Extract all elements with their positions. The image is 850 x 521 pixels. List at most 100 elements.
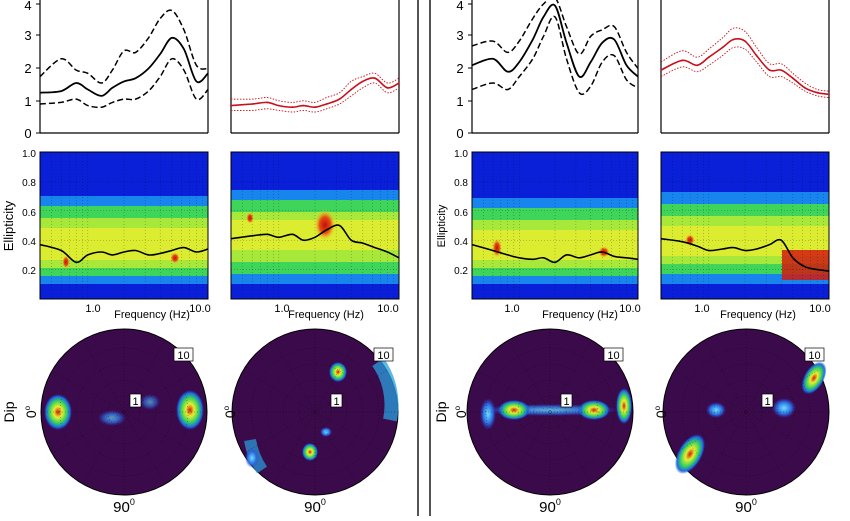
hvsr-mean-point xyxy=(373,77,376,80)
ell-ytick: 0.6 xyxy=(22,208,36,219)
ring-label-box xyxy=(129,393,142,408)
hvsr-ytick: 4 xyxy=(456,0,463,13)
dip-label: Dip xyxy=(433,401,449,422)
ellipticity-curve-a-right xyxy=(471,243,639,264)
ellipticity-axes-a-right: Ellipticity 1.0 0.8 0.6 0.4 0.2 1.0 10.0… xyxy=(436,149,641,321)
hvsr-frame-a-right: 4 3 2 1 0 xyxy=(456,0,639,141)
hvsr-mean-point xyxy=(398,82,400,84)
ellipticity-xlabel: Frequency (Hz) xyxy=(288,309,364,321)
hvsr-mean-point xyxy=(696,64,699,67)
ellipticity-heatmap-b-left xyxy=(231,152,399,299)
hvsr-mean-point xyxy=(732,38,735,41)
ring-inner-label: 1 xyxy=(563,396,569,408)
hvsr-mean-point xyxy=(291,106,294,109)
ellipticity-ylabel: Ellipticity xyxy=(1,200,16,251)
ring-outer-label: 10 xyxy=(607,350,619,362)
ring-outer-label: 10 xyxy=(377,350,389,362)
ell-xtick: 1.0 xyxy=(504,303,519,315)
ell-xtick: 1.0 xyxy=(274,303,289,315)
polar-spoke xyxy=(508,339,592,485)
ring-label-box xyxy=(761,393,774,408)
ninety-deg-label: 900 xyxy=(735,497,757,516)
ell-xtick: 1.0 xyxy=(694,303,709,315)
polar-labels-b-left: 0o 900 1 10 xyxy=(222,347,394,516)
ell-ytick: 0.4 xyxy=(454,237,468,248)
ell-ytick: 0.2 xyxy=(22,266,36,277)
polar-spoke xyxy=(242,370,388,454)
ellipticity-heatmap-b-right xyxy=(661,152,829,299)
hvsr-mean-curve xyxy=(230,77,400,109)
polar-spoke xyxy=(82,339,166,485)
polar-spoke xyxy=(673,370,819,454)
hvsr-mean-point xyxy=(277,104,280,107)
ring-label-box xyxy=(804,347,825,362)
polar-ring xyxy=(75,363,173,461)
polar-ring xyxy=(266,363,364,461)
polar-spoke xyxy=(273,339,357,485)
ring-inner-label: 1 xyxy=(132,396,138,408)
ring-label-box xyxy=(373,347,394,362)
hvsr-mean-point xyxy=(828,93,830,96)
hvsr-mean-point xyxy=(251,103,254,105)
ellipticity-xlabel: Frequency (Hz) xyxy=(542,309,618,321)
hvsr-mean-point xyxy=(721,46,724,49)
ell-ytick: 1.0 xyxy=(454,149,468,160)
polar-ring xyxy=(697,363,795,461)
ell-ytick: 1.0 xyxy=(22,149,36,160)
ellipticity-axes-a-left: Ellipticity 1.0 0.8 0.6 0.4 0.2 1.0 10.0… xyxy=(1,149,211,321)
ellipticity-median-curve xyxy=(471,243,639,264)
ring-label-box xyxy=(173,347,194,362)
hvsr-ytick: 0 xyxy=(24,126,31,141)
hvsr-curves-b-left xyxy=(230,72,400,113)
polar-labels-b-right: 0o 900 1 10 xyxy=(653,347,825,516)
ninety-deg-label: 900 xyxy=(113,497,135,516)
hvsr-std-curve xyxy=(471,15,639,96)
ellipticity-heatmap-a-right xyxy=(472,152,638,299)
ring-inner-label: 1 xyxy=(333,396,339,408)
hvsr-mean-curve xyxy=(39,36,209,97)
ell-ytick: 0.2 xyxy=(454,266,468,277)
polar-plot-b-left xyxy=(231,328,399,496)
hvsr-mean-point xyxy=(791,77,794,80)
ellipticity-heatmap-a-left xyxy=(40,152,208,299)
hvsr-mean-point xyxy=(386,86,389,89)
hvsr-mean-point xyxy=(230,104,232,107)
hvsr-ytick: 4 xyxy=(24,0,31,13)
ellipticity-axes-b-left: 1.0 10.0 Frequency (Hz) xyxy=(230,151,400,321)
hvsr-curves-b-right xyxy=(660,27,830,98)
hvsr-mean-point xyxy=(768,69,771,72)
hvsr-frame-b-right xyxy=(660,0,830,134)
ring-label-box xyxy=(560,393,573,408)
polar-spoke xyxy=(477,370,623,454)
ellipticity-curve-b-right xyxy=(660,237,830,272)
hvsr-ytick: 2 xyxy=(456,61,463,76)
hvsr-ytick: 1 xyxy=(456,94,463,109)
hvsr-mean-point xyxy=(660,69,662,72)
hvsr-curves-a-left xyxy=(39,9,209,109)
polar-spoke xyxy=(273,339,357,485)
hvsr-std-curve xyxy=(39,9,209,84)
ell-ytick: 0.8 xyxy=(22,178,36,189)
dip-label: Dip xyxy=(1,401,17,422)
polar-spoke xyxy=(242,370,388,454)
ellipticity-axes-b-right: 1.0 10.0 Frequency (Hz) xyxy=(660,151,831,321)
ellipticity-xlabel: Frequency (Hz) xyxy=(720,309,796,321)
hvsr-mean-point xyxy=(681,59,684,62)
hvsr-std-curve xyxy=(660,46,830,98)
hvsr-frame-b-left xyxy=(230,0,400,134)
hvsr-ytick: 3 xyxy=(456,28,463,43)
hvsr-ytick: 0 xyxy=(456,126,463,141)
polar-plot-a-left xyxy=(40,328,208,496)
zero-deg-label: 0o xyxy=(453,405,469,418)
ell-xtick: 1.0 xyxy=(85,303,100,315)
ninety-deg-label: 900 xyxy=(304,497,326,516)
polar-spoke xyxy=(704,339,788,485)
ell-xtick: 10.0 xyxy=(189,303,210,315)
ring-outer-label: 10 xyxy=(808,350,820,362)
ring-label-box xyxy=(603,347,624,362)
hvsr-std-curve xyxy=(230,72,400,103)
hvsr-mean-curve xyxy=(471,3,639,79)
ell-xtick: 10.0 xyxy=(619,303,640,315)
ellipticity-median-curve xyxy=(660,237,830,272)
hvsr-mean-point xyxy=(707,56,710,59)
